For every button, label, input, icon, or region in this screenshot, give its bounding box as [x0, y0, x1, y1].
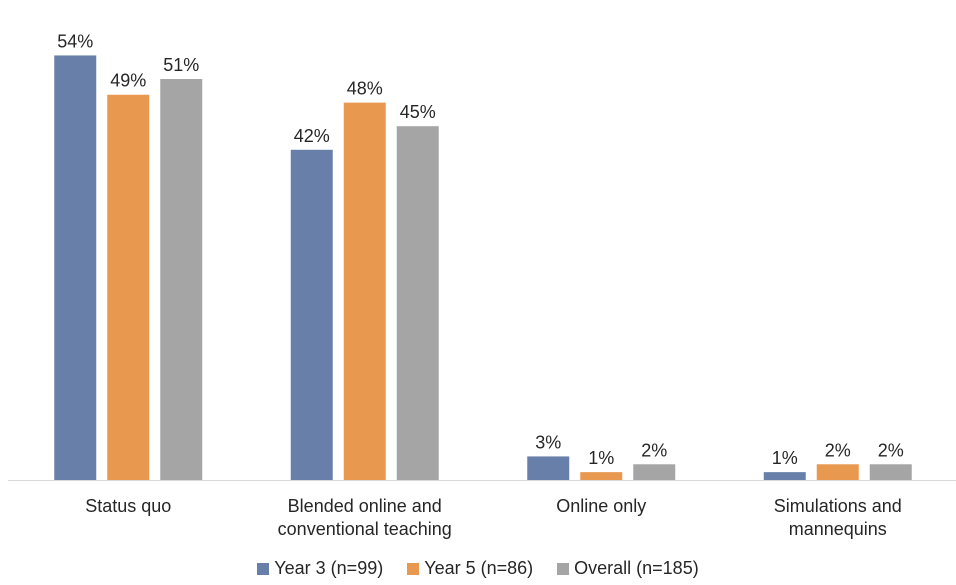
data-label: 2% — [641, 440, 667, 460]
data-label: 42% — [294, 126, 330, 146]
category-label: Simulations and — [774, 496, 902, 516]
legend-swatch-year5 — [407, 562, 420, 575]
bar — [107, 94, 150, 480]
bar — [869, 464, 912, 480]
legend-swatch-overall — [557, 562, 570, 575]
category-label: Status quo — [85, 496, 171, 516]
legend-label-overall: Overall (n=185) — [574, 558, 699, 578]
bar — [763, 472, 806, 480]
data-label: 2% — [825, 440, 851, 460]
data-label: 1% — [588, 448, 614, 468]
bar — [633, 464, 676, 480]
bar — [290, 149, 333, 480]
legend-item-year5: Year 5 (n=86) — [407, 558, 533, 579]
bar — [816, 464, 859, 480]
data-label: 48% — [347, 79, 383, 99]
legend-label-year3: Year 3 (n=99) — [274, 558, 384, 578]
legend-swatch-year3 — [257, 562, 270, 575]
bar — [54, 55, 97, 480]
legend-item-overall: Overall (n=185) — [557, 558, 699, 579]
legend: Year 3 (n=99) Year 5 (n=86) Overall (n=1… — [0, 558, 956, 579]
category-label: Online only — [556, 496, 646, 516]
legend-label-year5: Year 5 (n=86) — [424, 558, 534, 578]
data-label: 49% — [110, 71, 146, 91]
category-label: mannequins — [789, 519, 887, 539]
category-label: Blended online and — [288, 496, 442, 516]
data-label: 51% — [163, 55, 199, 75]
bar — [343, 102, 386, 480]
data-label: 3% — [535, 432, 561, 452]
category-label: conventional teaching — [278, 519, 452, 539]
data-label: 2% — [878, 440, 904, 460]
legend-item-year3: Year 3 (n=99) — [257, 558, 383, 579]
bar — [160, 79, 203, 481]
data-label: 1% — [772, 448, 798, 468]
bar — [580, 472, 623, 480]
bar-chart: 54% 49% 51% Status quo 42% 48% 45% Blended onli… — [8, 31, 956, 539]
bar — [396, 126, 439, 481]
data-label: 45% — [400, 102, 436, 122]
data-label: 54% — [57, 31, 93, 51]
bar — [527, 456, 570, 480]
